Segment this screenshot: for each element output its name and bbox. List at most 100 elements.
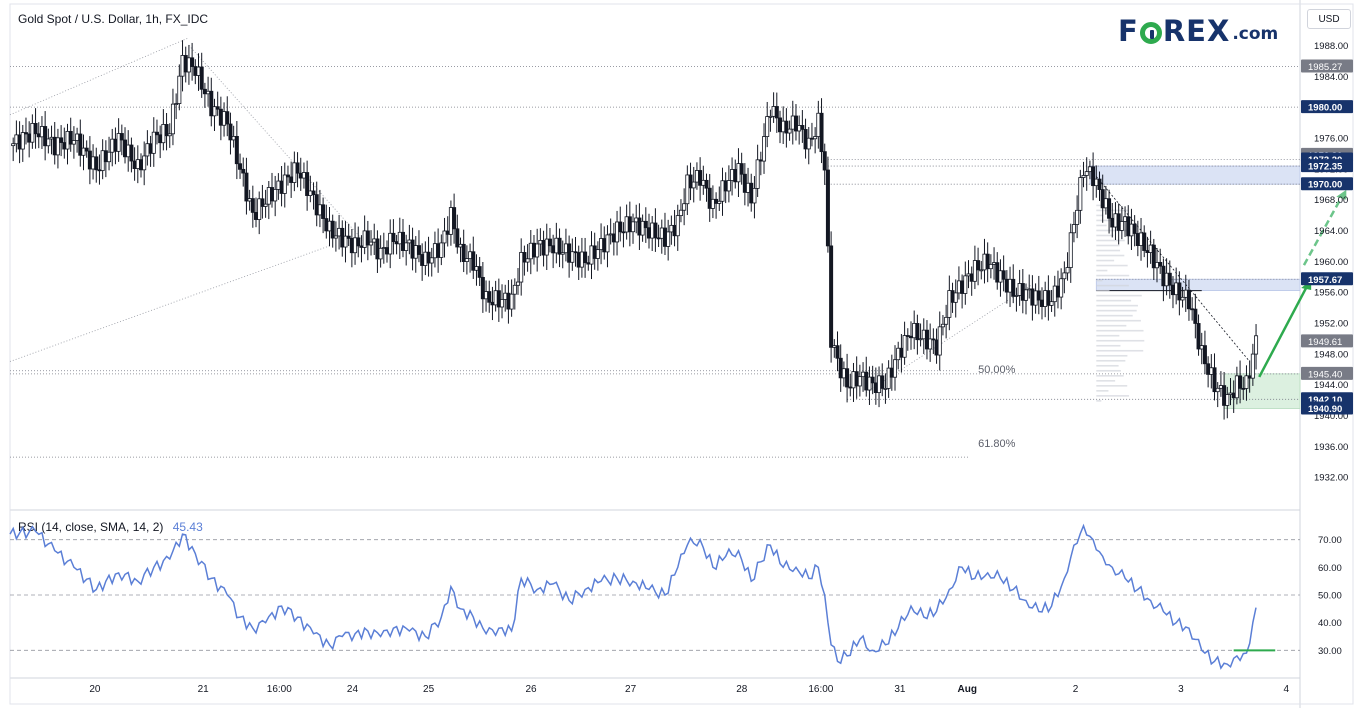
candle-body — [337, 227, 342, 237]
candle-body — [289, 176, 294, 183]
candle-body — [503, 292, 508, 300]
candle-body — [436, 243, 441, 258]
candle-body — [413, 245, 418, 259]
candle-body — [618, 221, 623, 233]
time-tick-label-12: 3 — [1178, 684, 1184, 695]
candle-body — [557, 237, 562, 255]
candle-body — [180, 55, 185, 77]
candle-body — [793, 115, 798, 132]
price-tick-label-7: 1960.00 — [1314, 257, 1348, 268]
candle-body — [455, 228, 460, 248]
price-label-bg-1 — [1301, 100, 1353, 114]
candle-body — [634, 217, 639, 223]
currency-button[interactable]: USD — [1307, 9, 1351, 29]
candle-body — [14, 134, 19, 145]
volume-profile-bar — [1096, 385, 1128, 387]
volume-profile-bar — [1096, 239, 1125, 242]
rsi-tick-label-1: 40.00 — [1318, 618, 1342, 629]
candle-body — [739, 163, 744, 175]
candle-body — [781, 120, 786, 133]
price-label-0: 1985.27 — [1308, 62, 1342, 73]
volume-profile-bar — [1096, 304, 1138, 307]
candle-body — [608, 233, 613, 236]
candle-body — [934, 339, 939, 356]
volume-profile-bar — [1096, 400, 1102, 402]
volume-profile-bar — [1096, 319, 1141, 322]
candle-body — [474, 266, 479, 271]
candle-body — [1244, 375, 1249, 389]
candle-body — [484, 291, 489, 300]
candle-body — [378, 247, 383, 260]
candle-body — [720, 180, 725, 202]
candle-body — [538, 240, 543, 245]
candle-body — [1059, 278, 1064, 298]
candle-body — [247, 198, 252, 202]
candle-body — [547, 238, 552, 247]
candle-body — [691, 181, 696, 189]
zone-resistance — [1089, 165, 1301, 185]
candle-body — [899, 347, 904, 358]
candle-body — [372, 238, 377, 243]
candle-body — [148, 143, 153, 154]
candle-body — [20, 132, 25, 150]
candle-body — [672, 224, 677, 237]
volume-profile-bar — [1096, 309, 1137, 312]
candle-body — [1046, 290, 1051, 306]
time-tick-label-0: 20 — [89, 684, 101, 695]
candle-body — [1087, 166, 1092, 173]
candle-body — [924, 329, 929, 350]
candle-body — [825, 169, 830, 247]
candle-body — [602, 238, 607, 253]
candle-body — [535, 243, 540, 258]
candle-body — [861, 371, 866, 378]
candle-body — [835, 345, 840, 359]
candle-body — [1225, 394, 1230, 406]
candle-body — [65, 130, 70, 150]
chart-title: Gold Spot / U.S. Dollar, 1h, FX_IDC — [18, 12, 209, 26]
candle-body — [426, 251, 431, 264]
candle-body — [349, 237, 354, 254]
candle-body — [94, 156, 99, 171]
candle-body — [1078, 177, 1083, 211]
candle-body — [570, 251, 575, 263]
candle-body — [458, 243, 463, 248]
candle-body — [867, 376, 872, 391]
candle-body — [97, 169, 102, 172]
candle-body — [506, 292, 511, 310]
candle-body — [1193, 308, 1198, 324]
candle-body — [49, 136, 54, 140]
candle-body — [238, 163, 243, 170]
candle-body — [816, 112, 821, 137]
candle-body — [1190, 308, 1195, 311]
candle-body — [829, 245, 834, 348]
candle-body — [650, 222, 655, 239]
candle-body — [956, 280, 961, 294]
candle-body — [1043, 290, 1048, 307]
volume-profile-bar — [1096, 364, 1119, 367]
candle-body — [1186, 289, 1191, 310]
rsi-tick-label-4: 70.00 — [1318, 535, 1342, 546]
price-tick-label-0: 1932.00 — [1314, 473, 1348, 484]
candle-body — [199, 66, 204, 90]
candle-body — [1068, 232, 1073, 268]
candle-body — [126, 144, 131, 158]
time-tick-label-3: 24 — [347, 684, 359, 695]
volume-profile-bar — [1096, 299, 1132, 302]
candle-body — [995, 262, 1000, 283]
candle-body — [36, 133, 41, 138]
candle-body — [627, 216, 632, 233]
candle-body — [78, 133, 83, 156]
candle-body — [477, 266, 482, 278]
candle-body — [103, 150, 108, 163]
candle-body — [1008, 278, 1013, 293]
price-tick-label-2: 1940.00 — [1314, 411, 1348, 422]
candle-body — [183, 55, 188, 73]
candle-body — [1209, 367, 1214, 375]
price-tick-label-5: 1952.00 — [1314, 318, 1348, 329]
candle-body — [666, 231, 671, 247]
candle-body — [905, 335, 910, 337]
candle-body — [1151, 244, 1156, 269]
candle-body — [353, 237, 358, 254]
price-tick-label-4: 1948.00 — [1314, 349, 1348, 360]
